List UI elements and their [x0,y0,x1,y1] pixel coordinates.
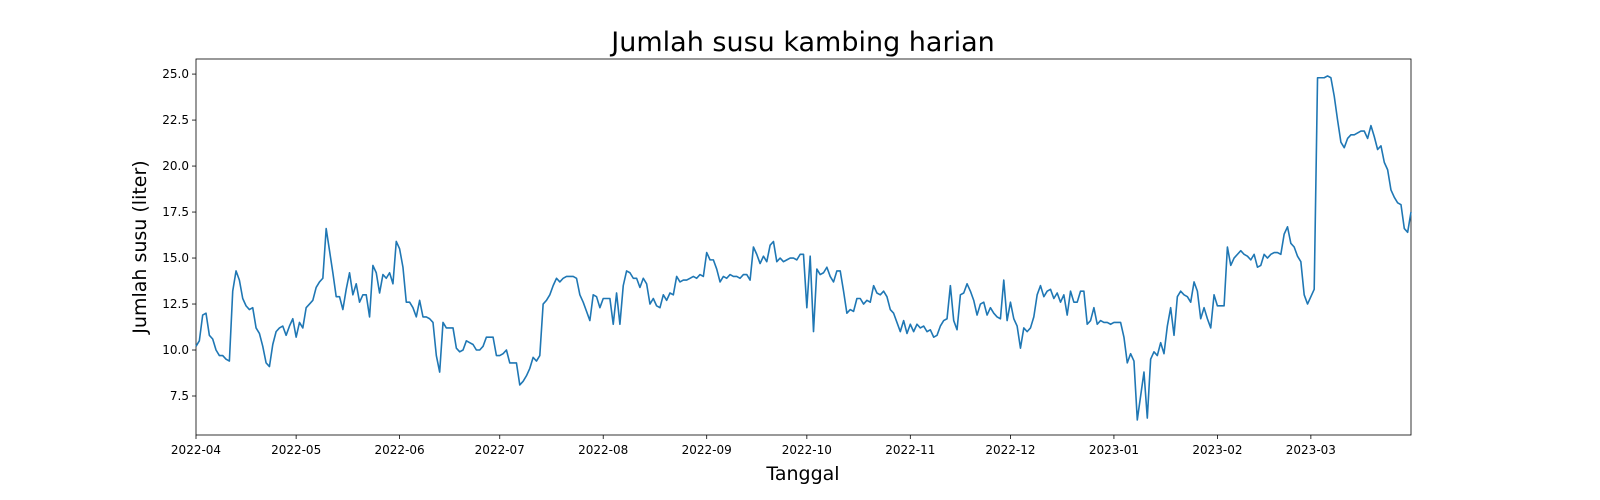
y-tick-label: 25.0 [162,67,189,81]
x-tick-label: 2022-08 [578,443,628,457]
x-tick-label: 2023-01 [1089,443,1139,457]
y-tick-label: 7.5 [170,389,189,403]
y-tick-label: 10.0 [162,343,189,357]
y-tick-label: 12.5 [162,297,189,311]
chart-title: Jumlah susu kambing harian [609,27,994,58]
x-tick-label: 2022-05 [271,443,321,457]
y-tick-label: 15.0 [162,251,189,265]
x-tick-label: 2023-03 [1286,443,1336,457]
x-tick-label: 2022-11 [885,443,935,457]
y-axis-label: Jumlah susu (liter) [129,160,151,334]
x-tick-label: 2022-07 [475,443,525,457]
x-axis-label: Tanggal [765,463,839,485]
x-tick-label: 2022-04 [171,443,221,457]
y-tick-label: 22.5 [162,113,189,127]
x-tick-label: 2022-10 [782,443,832,457]
x-tick-label: 2022-09 [682,443,732,457]
y-tick-label: 20.0 [162,159,189,173]
x-tick-label: 2023-02 [1192,443,1242,457]
data-line [195,75,1412,421]
x-tick-label: 2022-12 [985,443,1035,457]
plot-frame [195,58,1412,436]
x-tick-label: 2022-06 [375,443,425,457]
y-tick-label: 17.5 [162,205,189,219]
